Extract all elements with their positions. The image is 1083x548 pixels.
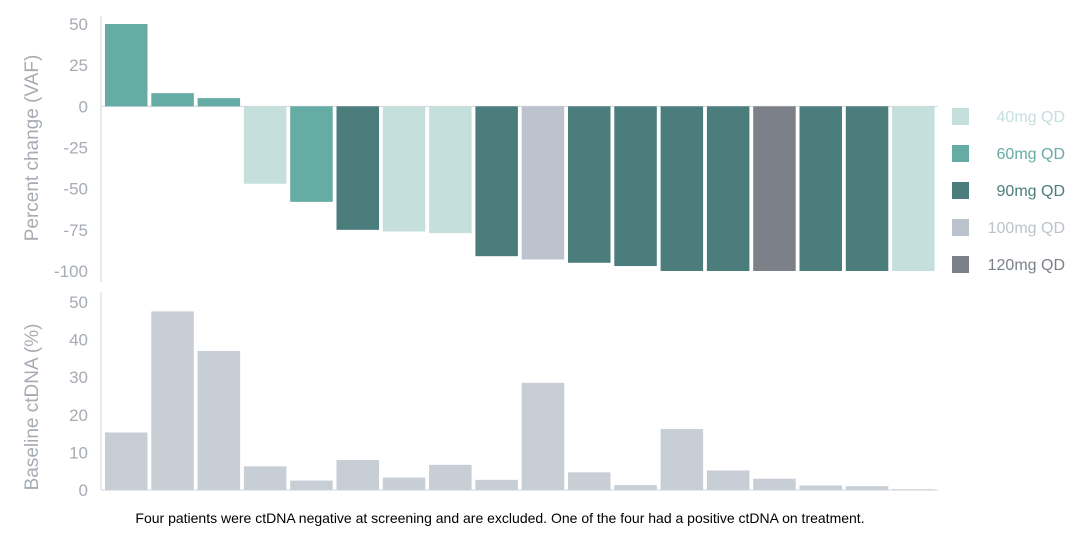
vaf-bar bbox=[429, 106, 472, 234]
ctdna-bar bbox=[845, 486, 889, 490]
vaf-bar bbox=[753, 106, 796, 271]
vaf-bar bbox=[845, 106, 889, 271]
legend-swatch bbox=[952, 108, 969, 125]
ctdna-bar bbox=[336, 459, 379, 490]
footnote: Four patients were ctDNA negative at scr… bbox=[135, 510, 865, 526]
vaf-bar bbox=[706, 106, 750, 271]
legend-label: 60mg QD bbox=[997, 146, 1065, 163]
vaf-bar bbox=[151, 93, 194, 107]
legend-swatch bbox=[952, 219, 969, 236]
vaf-bar bbox=[290, 106, 333, 202]
y-axis-title-bottom: Baseline ctDNA (%) bbox=[22, 324, 43, 491]
y-tick-label-top: -100 bbox=[54, 262, 88, 281]
ctdna-bar bbox=[892, 489, 935, 491]
ctdna-bar bbox=[105, 432, 148, 490]
legend-label: 90mg QD bbox=[997, 183, 1065, 200]
y-tick-label-top: -75 bbox=[63, 221, 88, 240]
vaf-bar bbox=[336, 106, 379, 230]
y-tick-label-bottom: 10 bbox=[69, 443, 88, 462]
legend-label: 40mg QD bbox=[997, 109, 1065, 126]
ctdna-bar bbox=[521, 382, 565, 490]
baseline-ctdna-chart: 50 40 30 20 10 0 Baseline ctDNA (%) bbox=[22, 292, 938, 500]
vaf-bar bbox=[197, 98, 241, 107]
vaf-bar bbox=[243, 106, 287, 184]
ctdna-bar bbox=[568, 472, 611, 490]
y-tick-label-top: 25 bbox=[69, 56, 88, 75]
y-axis-title-top: Percent change (VAF) bbox=[22, 55, 43, 242]
ctdna-bar bbox=[660, 429, 704, 490]
legend-swatch bbox=[952, 145, 969, 162]
ctdna-bar bbox=[429, 464, 472, 490]
vaf-bar bbox=[614, 106, 657, 267]
ctdna-bar bbox=[753, 478, 796, 490]
y-tick-label-bottom: 20 bbox=[69, 406, 88, 425]
y-tick-label-bottom: 0 bbox=[79, 481, 88, 500]
vaf-bar bbox=[382, 106, 426, 232]
y-tick-label-bottom: 30 bbox=[69, 368, 88, 387]
ctdna-bar bbox=[614, 485, 657, 490]
vaf-bar bbox=[892, 106, 935, 271]
vaf-bar bbox=[799, 106, 842, 271]
vaf-bar bbox=[660, 106, 704, 271]
legend-swatch bbox=[952, 182, 969, 199]
vaf-waterfall-chart: 50 25 0 -25 -50 -75 -100 Percent change (VAF) bbox=[22, 15, 938, 282]
y-tick-label-bottom: 50 bbox=[69, 293, 88, 312]
y-tick-label-bottom: 40 bbox=[69, 331, 88, 350]
ctdna-bar bbox=[290, 480, 333, 490]
y-tick-label-top: 50 bbox=[69, 15, 88, 34]
y-tick-label-top: -25 bbox=[63, 139, 88, 158]
legend-label: 100mg QD bbox=[988, 220, 1065, 237]
ctdna-bar bbox=[475, 479, 518, 490]
ctdna-bar bbox=[382, 477, 426, 490]
ctdna-bar bbox=[243, 466, 287, 490]
ctdna-bar bbox=[799, 485, 842, 490]
vaf-bar bbox=[475, 106, 518, 257]
y-tick-label-top: 0 bbox=[79, 97, 88, 116]
legend-swatch bbox=[952, 256, 969, 273]
ctdna-bar bbox=[151, 311, 194, 490]
y-tick-label-top: -50 bbox=[63, 180, 88, 199]
legend-label: 120mg QD bbox=[988, 257, 1065, 274]
vaf-bar bbox=[568, 106, 611, 263]
ctdna-bar bbox=[706, 470, 750, 490]
vaf-bar bbox=[105, 24, 148, 107]
dose-legend: 40mg QD 60mg QD 90mg QD 100mg QD 120mg QD bbox=[952, 108, 1065, 274]
ctdna-bar bbox=[197, 350, 241, 490]
vaf-bar bbox=[521, 106, 565, 260]
